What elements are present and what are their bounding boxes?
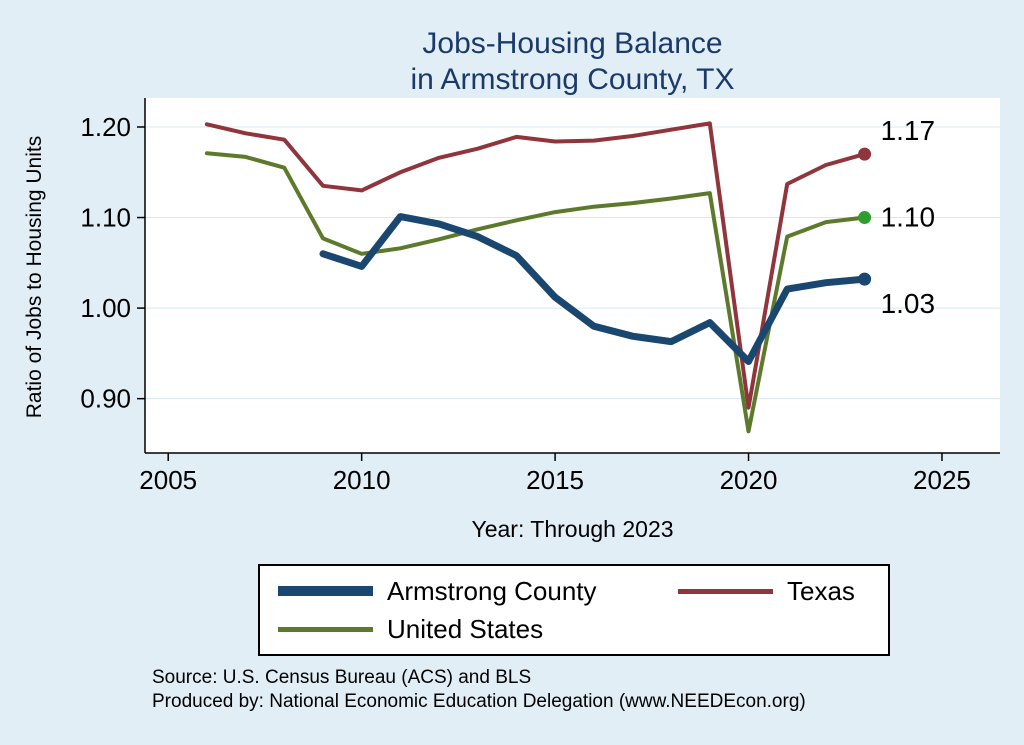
- armstrong-county-end-marker: [858, 272, 872, 286]
- legend-row-2: United States: [278, 613, 870, 645]
- texas-line-swatch: [678, 588, 773, 594]
- armstrong-county-end-label: 1.03: [881, 288, 936, 319]
- y-axis-label: Ratio of Jobs to Housing Units: [23, 135, 46, 419]
- texas-end-marker: [858, 147, 872, 161]
- y-tick-label: 0.90: [80, 384, 131, 414]
- texas-line: [204, 121, 867, 410]
- legend-label-united-states: United States: [387, 613, 544, 644]
- x-axis-label: Year: Through 2023: [471, 516, 674, 542]
- plot-area: [145, 98, 1000, 453]
- x-tick-label: 2005: [139, 465, 197, 495]
- y-tick-label: 1.10: [80, 203, 131, 233]
- source-note: Source: U.S. Census Bureau (ACS) and BLS: [152, 667, 532, 688]
- united-states-end-label: 1.10: [881, 202, 936, 233]
- chart-title-line1: Jobs-Housing Balance: [422, 27, 723, 60]
- armstrong-county-line: [319, 213, 869, 365]
- produced-by-note: Produced by: National Economic Education…: [152, 690, 806, 712]
- plot-svg: 0.90 1.00 1.10 1.20 2005 2010 2015 2020 2025 1.03…: [80, 98, 1000, 495]
- x-tick-label: 2015: [526, 465, 584, 495]
- x-tick-label: 2010: [333, 465, 391, 495]
- legend-row-1: Armstrong County Texas: [278, 575, 870, 607]
- legend-item-armstrong-county: Armstrong County: [278, 575, 678, 607]
- chart-title-line2: in Armstrong County, TX: [410, 63, 735, 96]
- footer-notes: Source: U.S. Census Bureau (ACS) and BLS…: [152, 666, 806, 714]
- y-tick-label: 1.20: [80, 112, 131, 142]
- texas-end-label: 1.17: [881, 115, 936, 146]
- legend-item-texas: Texas: [678, 575, 870, 607]
- armstrong-county-line-swatch: [278, 586, 373, 596]
- legend: Armstrong County Texas United States: [258, 564, 890, 656]
- legend-item-united-states: United States: [278, 613, 678, 645]
- chart-title: Jobs-Housing Balance in Armstrong County…: [145, 26, 1000, 98]
- y-tick-label: 1.00: [80, 293, 131, 323]
- x-tick-label: 2025: [913, 465, 971, 495]
- united-states-end-marker: [858, 211, 872, 225]
- legend-label-texas: Texas: [787, 575, 855, 606]
- legend-label-armstrong-county: Armstrong County: [387, 575, 597, 606]
- united-states-line: [204, 151, 867, 434]
- united-states-line-swatch: [278, 626, 373, 632]
- x-tick-label: 2020: [720, 465, 778, 495]
